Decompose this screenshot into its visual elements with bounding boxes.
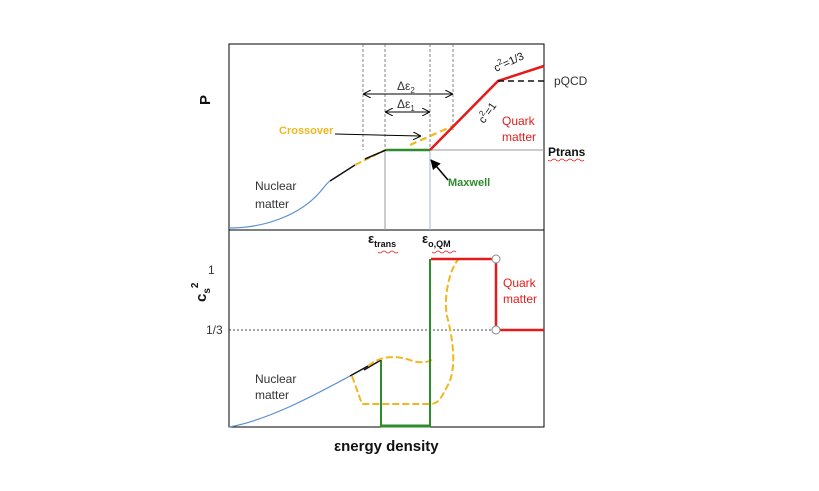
black-segment-top — [364, 149, 387, 160]
nuclear-pressure-curve — [228, 180, 331, 229]
cs2-one-third-label: c2=1/3 — [491, 48, 526, 75]
eps-qm-label: εo,QM — [422, 231, 451, 249]
delta-eps1-label: Δε1 — [397, 97, 415, 113]
maxwell-arrow — [430, 159, 449, 181]
cs2-axis-label: cs2 — [190, 282, 213, 302]
pqcd-label: pQCD — [554, 74, 588, 88]
eps-trans-underline — [377, 250, 399, 254]
maxwell-label: Maxwell — [448, 177, 490, 189]
nuclear-matter-bottom-label: Nuclear matter — [255, 372, 296, 402]
ptrans-underline — [547, 158, 585, 162]
eps-trans-label: εtrans — [368, 231, 396, 249]
black-segment-bottom — [363, 359, 382, 371]
eps-qm-underline — [431, 250, 457, 254]
nuclear-cs2-black-segment — [349, 365, 369, 377]
crossover-cs2-bump — [367, 356, 433, 367]
crossover-label: Crossover — [279, 125, 334, 137]
quark-matter-bottom-label: Quark matter — [503, 276, 537, 306]
crossover-arrow — [334, 134, 420, 136]
delta-eps2-label: Δε2 — [397, 79, 415, 95]
crossover-pressure-rise — [409, 123, 456, 147]
nuclear-pressure-black-segment — [329, 164, 356, 182]
tick-one: 1 — [208, 263, 215, 277]
quark-cs2-marker-top — [491, 254, 501, 264]
quark-cs2-marker-bottom — [491, 325, 501, 335]
energy-density-axis-label: εnergy density — [334, 438, 439, 455]
crossover-pressure-curve — [354, 149, 430, 166]
crossover-cs2-curve — [351, 259, 459, 405]
cs2-one-label: c2=1 — [474, 99, 499, 126]
quark-cs2-curve — [431, 257, 544, 332]
quark-matter-top-label: Quark matter — [502, 114, 536, 144]
pressure-axis-label: P — [197, 95, 214, 105]
nuclear-cs2-curve — [228, 375, 351, 428]
tick-one-third: 1/3 — [206, 323, 223, 337]
ptrans-label: Ptrans — [548, 145, 586, 159]
nuclear-matter-top-label: Nuclear matter — [255, 179, 296, 211]
